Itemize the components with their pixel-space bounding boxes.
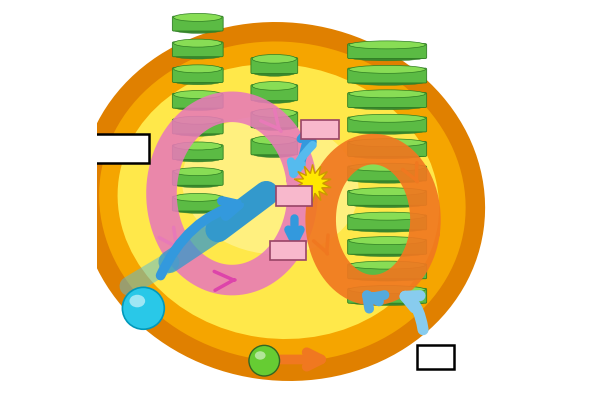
- Ellipse shape: [252, 123, 297, 131]
- Ellipse shape: [174, 91, 222, 99]
- Ellipse shape: [349, 299, 426, 305]
- FancyBboxPatch shape: [347, 166, 427, 181]
- FancyBboxPatch shape: [173, 119, 223, 134]
- Ellipse shape: [174, 13, 222, 21]
- Ellipse shape: [174, 206, 222, 213]
- FancyBboxPatch shape: [173, 93, 223, 108]
- Ellipse shape: [252, 69, 297, 76]
- FancyBboxPatch shape: [347, 44, 427, 58]
- FancyBboxPatch shape: [173, 196, 223, 211]
- Ellipse shape: [349, 54, 426, 61]
- Bar: [417, 345, 454, 369]
- Ellipse shape: [252, 96, 297, 103]
- Ellipse shape: [349, 274, 426, 281]
- FancyBboxPatch shape: [173, 68, 223, 83]
- Ellipse shape: [252, 81, 297, 90]
- Ellipse shape: [174, 155, 222, 162]
- Ellipse shape: [174, 26, 222, 33]
- Bar: [276, 186, 312, 206]
- FancyBboxPatch shape: [251, 58, 298, 74]
- Ellipse shape: [349, 201, 426, 208]
- FancyBboxPatch shape: [347, 117, 427, 132]
- Ellipse shape: [174, 52, 222, 59]
- FancyBboxPatch shape: [173, 145, 223, 160]
- Ellipse shape: [349, 41, 426, 49]
- Ellipse shape: [349, 176, 426, 183]
- Ellipse shape: [349, 225, 426, 232]
- Bar: [89, 134, 149, 163]
- FancyBboxPatch shape: [347, 264, 427, 279]
- Ellipse shape: [249, 345, 279, 376]
- Ellipse shape: [252, 150, 297, 158]
- Ellipse shape: [174, 104, 222, 110]
- Ellipse shape: [182, 116, 359, 254]
- Ellipse shape: [252, 109, 297, 117]
- Ellipse shape: [122, 287, 164, 329]
- FancyBboxPatch shape: [347, 215, 427, 230]
- Ellipse shape: [349, 152, 426, 159]
- FancyBboxPatch shape: [347, 191, 427, 205]
- Ellipse shape: [349, 188, 426, 196]
- Ellipse shape: [349, 114, 426, 122]
- FancyBboxPatch shape: [251, 139, 298, 155]
- Ellipse shape: [118, 64, 439, 339]
- Ellipse shape: [349, 286, 426, 293]
- Ellipse shape: [174, 39, 222, 47]
- Ellipse shape: [252, 136, 297, 144]
- Ellipse shape: [174, 168, 222, 176]
- FancyBboxPatch shape: [251, 112, 298, 128]
- Ellipse shape: [349, 78, 426, 85]
- FancyBboxPatch shape: [173, 16, 223, 31]
- Ellipse shape: [349, 90, 426, 98]
- FancyBboxPatch shape: [347, 93, 427, 108]
- FancyBboxPatch shape: [173, 170, 223, 185]
- Ellipse shape: [174, 129, 222, 136]
- Ellipse shape: [349, 103, 426, 110]
- Ellipse shape: [174, 116, 222, 124]
- Ellipse shape: [349, 212, 426, 220]
- Ellipse shape: [349, 237, 426, 245]
- Ellipse shape: [174, 193, 222, 202]
- Ellipse shape: [255, 351, 266, 359]
- FancyBboxPatch shape: [347, 68, 427, 83]
- Ellipse shape: [349, 249, 426, 257]
- Ellipse shape: [349, 65, 426, 73]
- Ellipse shape: [252, 54, 297, 63]
- Ellipse shape: [174, 65, 222, 73]
- Ellipse shape: [349, 163, 426, 171]
- Ellipse shape: [174, 181, 222, 188]
- FancyBboxPatch shape: [347, 289, 427, 303]
- Ellipse shape: [349, 127, 426, 134]
- Ellipse shape: [174, 142, 222, 150]
- Ellipse shape: [130, 295, 145, 307]
- Ellipse shape: [349, 261, 426, 269]
- Polygon shape: [294, 164, 331, 202]
- FancyBboxPatch shape: [173, 42, 223, 57]
- Ellipse shape: [174, 78, 222, 85]
- Ellipse shape: [90, 32, 475, 371]
- FancyBboxPatch shape: [347, 239, 427, 254]
- FancyBboxPatch shape: [347, 141, 427, 156]
- Ellipse shape: [349, 139, 426, 147]
- Bar: [300, 120, 339, 139]
- FancyBboxPatch shape: [251, 85, 298, 101]
- Bar: [270, 241, 306, 260]
